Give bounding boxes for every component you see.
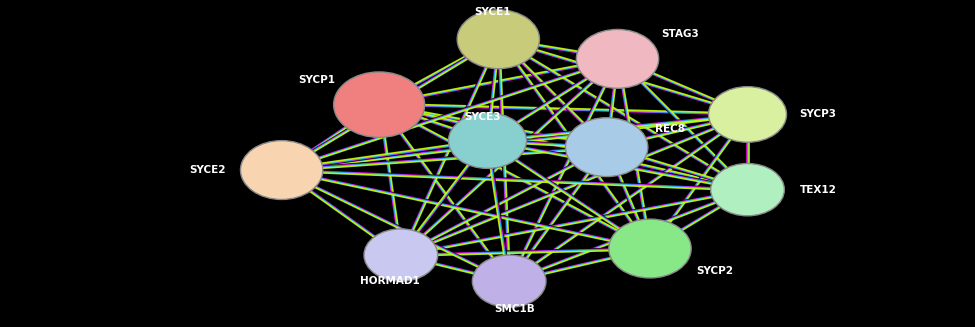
Ellipse shape bbox=[576, 29, 659, 88]
Ellipse shape bbox=[711, 164, 784, 216]
Text: REC8: REC8 bbox=[654, 124, 684, 134]
Ellipse shape bbox=[457, 10, 539, 69]
Text: SYCE2: SYCE2 bbox=[190, 165, 226, 175]
Ellipse shape bbox=[241, 141, 323, 199]
Ellipse shape bbox=[448, 113, 526, 168]
Ellipse shape bbox=[709, 87, 787, 142]
Text: SYCP3: SYCP3 bbox=[800, 110, 837, 119]
Text: HORMAD1: HORMAD1 bbox=[360, 276, 420, 286]
Text: SMC1B: SMC1B bbox=[494, 304, 535, 314]
Text: SYCE3: SYCE3 bbox=[464, 112, 500, 122]
Ellipse shape bbox=[364, 229, 438, 281]
Text: SYCP2: SYCP2 bbox=[696, 266, 733, 276]
Ellipse shape bbox=[333, 72, 425, 137]
Ellipse shape bbox=[566, 118, 647, 177]
Text: SYCP1: SYCP1 bbox=[297, 75, 334, 85]
Ellipse shape bbox=[608, 219, 691, 278]
Text: STAG3: STAG3 bbox=[661, 29, 699, 39]
Text: TEX12: TEX12 bbox=[800, 185, 837, 195]
Text: SYCE1: SYCE1 bbox=[475, 8, 511, 17]
Ellipse shape bbox=[472, 255, 546, 307]
